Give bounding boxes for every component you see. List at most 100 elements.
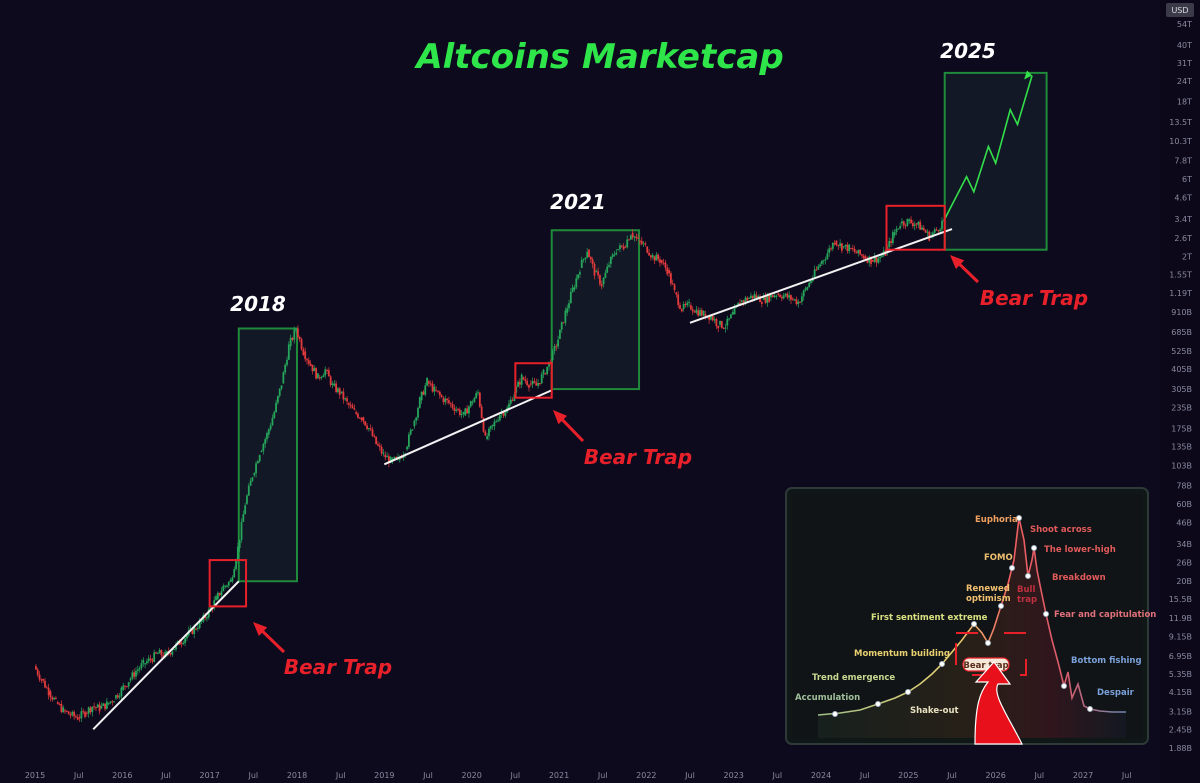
candle-body xyxy=(555,346,558,348)
candle-body xyxy=(222,585,225,592)
candle-body xyxy=(291,337,294,340)
candle-body xyxy=(315,368,318,379)
candle-body xyxy=(429,383,432,385)
currency-badge[interactable] xyxy=(1166,3,1194,17)
x-tick-label: Jul xyxy=(510,771,521,780)
candle-body xyxy=(517,381,519,387)
candle-body xyxy=(669,273,672,284)
y-tick-label: 175B xyxy=(1171,424,1192,433)
candle-body xyxy=(377,443,379,446)
candle-body xyxy=(111,701,114,703)
candle-body xyxy=(113,701,116,703)
y-tick-label: 20B xyxy=(1176,577,1192,586)
candle-body xyxy=(455,409,458,411)
candle-body xyxy=(806,287,809,290)
y-tick-label: 1.19T xyxy=(1169,289,1192,298)
candle-body xyxy=(771,295,774,298)
candle-body xyxy=(648,252,650,256)
candle-body xyxy=(75,716,77,718)
candle-body xyxy=(55,698,57,700)
candle-body xyxy=(762,296,765,300)
candle-body xyxy=(518,381,521,385)
candle-body xyxy=(700,310,703,316)
candle-body xyxy=(95,707,97,709)
candle-body xyxy=(320,376,323,378)
candle-body xyxy=(218,592,221,596)
candle-body xyxy=(759,296,761,303)
candle-body xyxy=(573,287,576,290)
y-tick-label: 34B xyxy=(1176,540,1192,549)
candle-body xyxy=(364,421,367,426)
candle-body xyxy=(589,257,592,260)
candle-body xyxy=(426,377,428,386)
candle-body xyxy=(901,221,903,224)
candle-body xyxy=(98,704,101,712)
candle-body xyxy=(89,707,92,713)
inset-stage-dot xyxy=(905,689,912,696)
candle-body xyxy=(96,704,99,708)
candle-body xyxy=(440,395,443,398)
candle-body xyxy=(691,309,694,312)
candle-body xyxy=(830,248,832,250)
candle-body xyxy=(731,312,734,315)
candle-body xyxy=(386,456,388,458)
candle-body xyxy=(462,411,465,415)
candle-body xyxy=(498,415,501,421)
candle-body xyxy=(624,246,627,248)
y-tick-label: 40T xyxy=(1177,41,1192,50)
candle-body xyxy=(409,429,412,435)
candle-body xyxy=(626,239,629,248)
candle-body xyxy=(637,237,640,239)
candle-body xyxy=(124,685,126,687)
candle-body xyxy=(902,221,905,226)
candle-body xyxy=(342,391,345,400)
x-tick-label: Jul xyxy=(1034,771,1045,780)
x-tick-label: 2016 xyxy=(112,771,132,780)
candle-body xyxy=(751,295,754,299)
candle-body xyxy=(597,271,600,276)
candle-body xyxy=(331,383,334,385)
candle-body xyxy=(116,695,119,698)
candle-body xyxy=(937,230,940,232)
candle-body xyxy=(629,235,632,240)
candle-body xyxy=(258,455,261,462)
candle-body xyxy=(808,282,811,288)
candle-body xyxy=(684,304,687,306)
candle-body xyxy=(78,717,81,719)
candle-body xyxy=(711,315,714,321)
candle-body xyxy=(357,413,359,418)
candle-body xyxy=(448,400,450,404)
candle-body xyxy=(49,691,52,698)
candle-body xyxy=(559,329,561,340)
candle-body xyxy=(395,456,398,458)
candle-body xyxy=(655,254,658,261)
candle-body xyxy=(469,400,472,407)
candle-body xyxy=(191,628,194,634)
candle-body xyxy=(844,244,847,247)
candle-body xyxy=(35,666,37,670)
candle-body xyxy=(73,711,76,717)
candle-body xyxy=(642,243,645,245)
candle-body xyxy=(180,642,183,644)
candle-body xyxy=(906,218,909,226)
candle-body xyxy=(913,224,916,227)
inset-label-fomo: FOMO xyxy=(984,553,1013,563)
inset-stage-dot xyxy=(985,640,992,647)
candle-body xyxy=(76,717,79,720)
projection-arrowhead xyxy=(1024,70,1033,80)
candle-body xyxy=(780,296,783,299)
x-tick-label: 2019 xyxy=(374,771,394,780)
candle-body xyxy=(857,249,860,254)
candle-body xyxy=(135,671,137,677)
price-axis-panel xyxy=(1160,0,1200,783)
candle-body xyxy=(540,374,543,384)
candle-body xyxy=(908,219,911,222)
x-tick-label: 2021 xyxy=(549,771,569,780)
candle-body xyxy=(720,321,723,328)
inset-label-breakdown: Breakdown xyxy=(1052,573,1106,583)
y-tick-label: 9.15B xyxy=(1169,632,1192,641)
candle-body xyxy=(897,228,900,230)
candle-body xyxy=(380,447,383,454)
candle-body xyxy=(398,457,401,460)
